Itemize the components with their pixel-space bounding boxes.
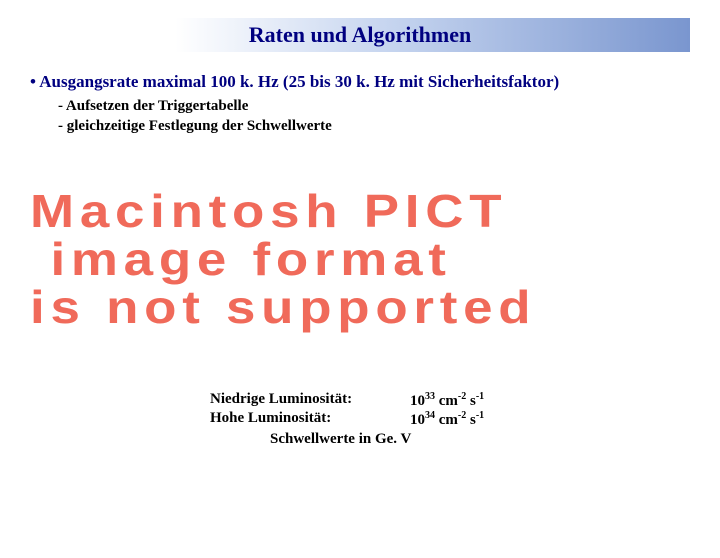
high-s-exp: -1 <box>476 410 484 421</box>
high-unit-cm: cm <box>435 412 458 428</box>
slide-title: Raten und Algorithmen <box>249 22 471 48</box>
low-cm-exp: -2 <box>458 391 466 402</box>
luminosity-low-value: 1033 cm-2 s-1 <box>410 391 484 410</box>
sub-bullet-2: - gleichzeitige Festlegung der Schwellwe… <box>58 116 690 136</box>
luminosity-high-value: 1034 cm-2 s-1 <box>410 410 484 429</box>
pict-line-3: is not supported <box>30 281 536 333</box>
pict-line-1: Macintosh PICT <box>30 185 507 237</box>
luminosity-high-row: Hohe Luminosität: 1034 cm-2 s-1 <box>210 410 720 429</box>
high-base: 10 <box>410 412 425 428</box>
low-base: 10 <box>410 393 425 409</box>
high-exp: 34 <box>425 410 435 421</box>
pict-unsupported-message: Macintosh PICT image format is not suppo… <box>30 187 720 332</box>
luminosity-low-row: Niedrige Luminosität: 1033 cm-2 s-1 <box>210 391 720 410</box>
low-s-exp: -1 <box>476 391 484 402</box>
high-cm-exp: -2 <box>458 410 466 421</box>
luminosity-high-label: Hohe Luminosität: <box>210 410 410 429</box>
bullet-main: • Ausgangsrate maximal 100 k. Hz (25 bis… <box>30 72 690 92</box>
low-exp: 33 <box>425 391 435 402</box>
luminosity-low-label: Niedrige Luminosität: <box>210 391 410 410</box>
low-unit-s: s <box>466 393 476 409</box>
content-area: • Ausgangsrate maximal 100 k. Hz (25 bis… <box>0 52 720 137</box>
luminosity-block: Niedrige Luminosität: 1033 cm-2 s-1 Hohe… <box>210 391 720 448</box>
title-bar: Raten und Algorithmen <box>30 18 690 52</box>
high-unit-s: s <box>466 412 476 428</box>
luminosity-footer: Schwellwerte in Ge. V <box>270 431 720 448</box>
sub-bullet-1: - Aufsetzen der Triggertabelle <box>58 96 690 116</box>
low-unit-cm: cm <box>435 393 458 409</box>
pict-line-2: image format <box>30 233 452 285</box>
